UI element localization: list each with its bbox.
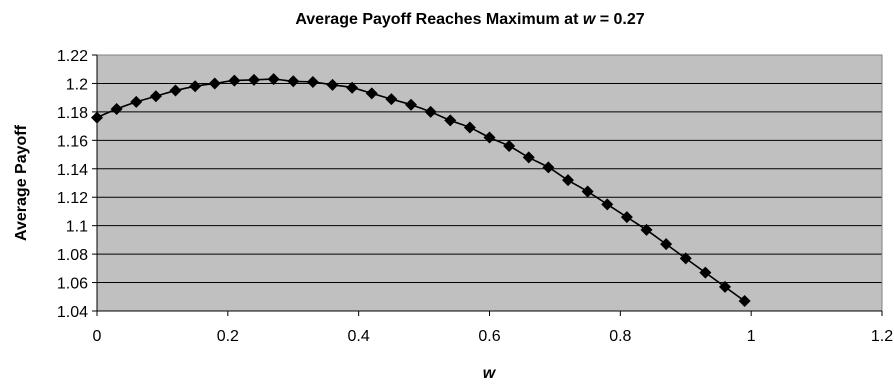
data-point-20 <box>483 131 496 144</box>
data-point-26 <box>601 198 614 211</box>
data-point-17 <box>424 105 437 118</box>
y-tick-label-3: 1.1 <box>66 219 88 236</box>
y-tick-label-6: 1.16 <box>57 133 88 150</box>
x-tick-label-1: 0.2 <box>217 328 239 345</box>
data-point-6 <box>208 77 221 90</box>
y-tick-label-4: 1.12 <box>57 190 88 207</box>
y-tick-label-5: 1.14 <box>57 162 88 179</box>
y-axis-label: Average Payoff <box>13 124 30 241</box>
y-tick-label-1: 1.06 <box>57 276 88 293</box>
data-point-33 <box>738 295 751 308</box>
data-point-2 <box>130 95 143 108</box>
x-axis: 0 0.2 0.4 0.6 0.8 1 1.2 <box>93 310 893 345</box>
plot-area <box>97 55 882 311</box>
y-tick-label-0: 1.04 <box>57 304 88 321</box>
data-point-10 <box>287 75 300 88</box>
x-tick-label-0: 0 <box>93 328 102 345</box>
chart-title-suffix: = 0.27 <box>595 11 644 28</box>
data-point-19 <box>463 121 476 134</box>
data-point-31 <box>699 266 712 279</box>
data-point-3 <box>149 90 162 103</box>
data-point-27 <box>620 211 633 224</box>
data-point-7 <box>228 74 241 87</box>
data-point-13 <box>346 81 359 94</box>
data-point-9 <box>267 73 280 86</box>
data-point-14 <box>365 87 378 100</box>
data-point-30 <box>679 252 692 265</box>
data-point-24 <box>562 174 574 187</box>
y-tick-label-2: 1.08 <box>57 247 88 264</box>
data-point-32 <box>719 280 731 293</box>
series-line-0 <box>96 78 746 302</box>
data-point-5 <box>189 80 202 93</box>
chart-title-var: w <box>583 11 597 28</box>
data-point-1 <box>110 103 123 116</box>
data-point-15 <box>385 93 398 106</box>
x-tick-label-6: 1.2 <box>871 328 893 345</box>
x-axis-label: w <box>483 365 497 382</box>
y-tick-label-9: 1.22 <box>57 48 88 65</box>
data-point-8 <box>248 73 260 86</box>
chart-title: Average Payoff Reaches Maximum at w = 0.… <box>295 11 644 28</box>
x-tick-label-5: 1 <box>747 328 756 345</box>
data-point-21 <box>503 140 516 153</box>
data-point-22 <box>522 151 535 164</box>
data-point-0 <box>91 111 103 124</box>
data-point-23 <box>542 161 555 174</box>
data-point-4 <box>169 84 182 97</box>
y-tick-label-7: 1.18 <box>57 105 88 122</box>
data-point-29 <box>660 238 673 251</box>
data-point-28 <box>640 223 653 236</box>
data-point-11 <box>306 76 319 89</box>
x-tick-label-2: 0.4 <box>348 328 370 345</box>
data-point-12 <box>326 78 339 91</box>
x-tick-label-3: 0.6 <box>478 328 500 345</box>
data-point-25 <box>581 185 594 198</box>
data-point-16 <box>405 98 417 111</box>
series <box>91 73 751 308</box>
data-point-18 <box>444 114 457 127</box>
chart-title-prefix: Average Payoff Reaches Maximum at <box>295 11 583 28</box>
y-tick-label-8: 1.2 <box>66 76 88 93</box>
x-tick-label-4: 0.8 <box>609 328 631 345</box>
y-axis: 1.04 1.06 1.08 1.1 1.12 1.14 1.16 1.18 1.2 1.22 <box>57 48 98 321</box>
